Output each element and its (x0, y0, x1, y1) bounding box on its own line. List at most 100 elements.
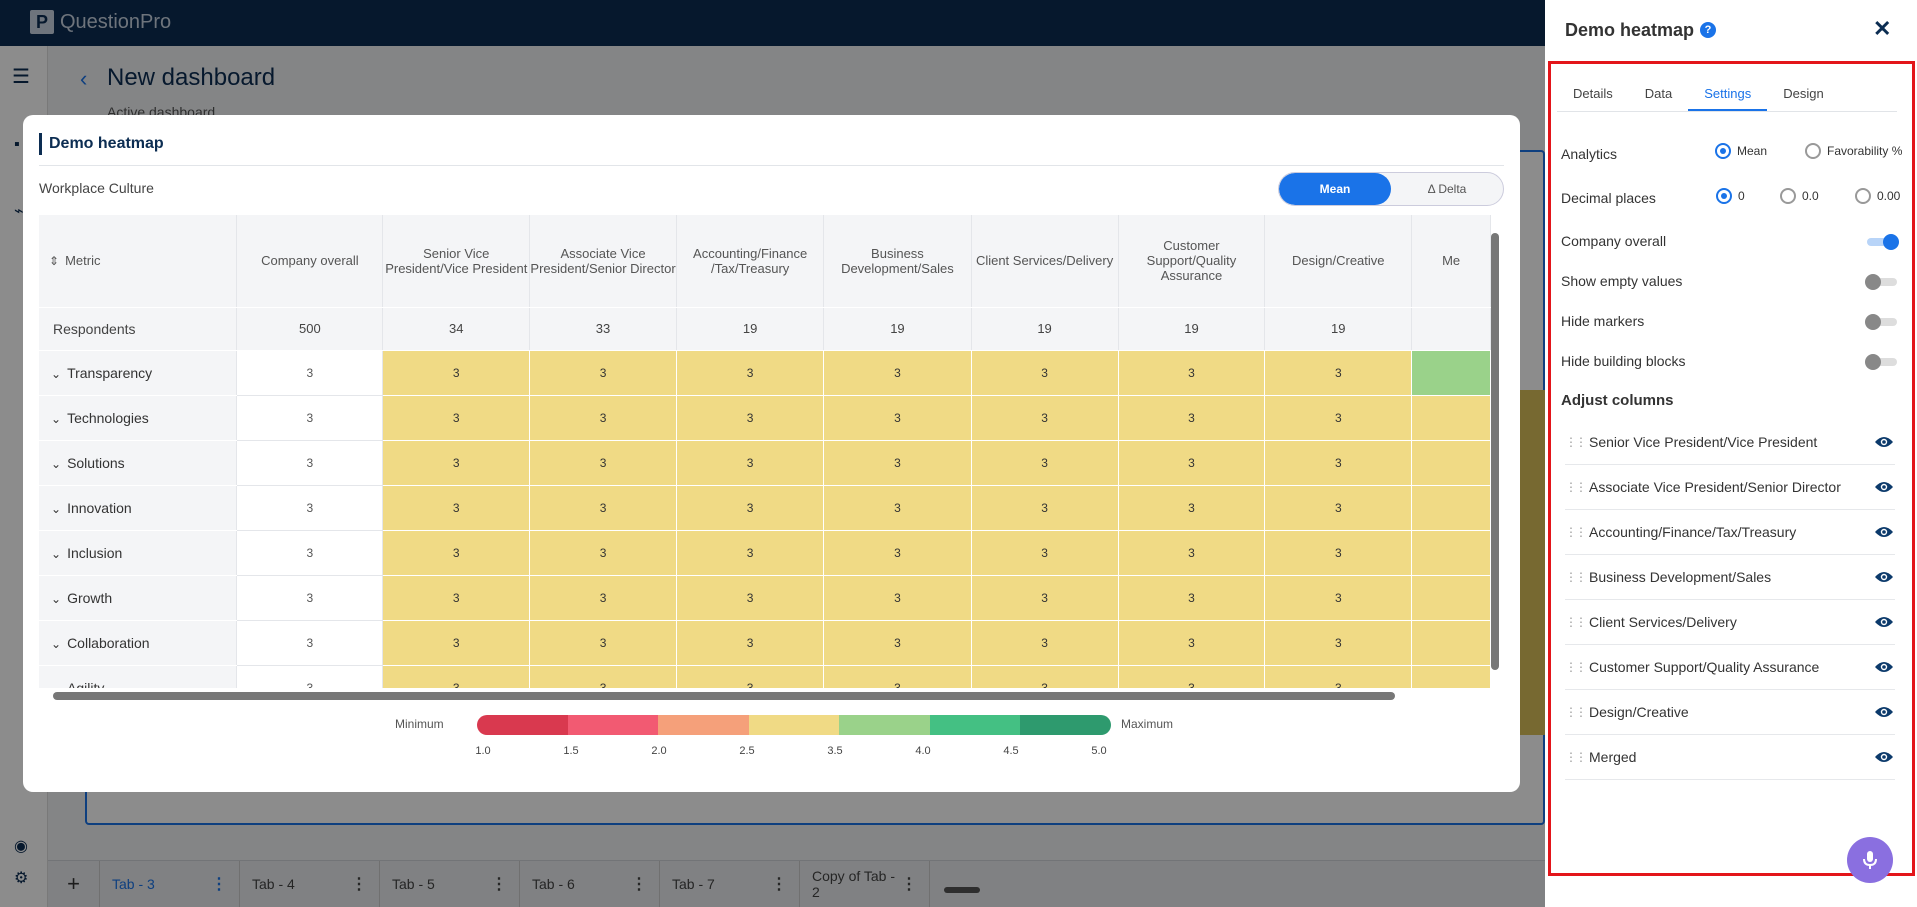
legend-swatch (567, 715, 659, 735)
heat-cell: 3 (676, 530, 825, 576)
more-icon[interactable]: ⋮ (351, 876, 367, 893)
more-icon[interactable]: ⋮ (771, 876, 787, 893)
show-empty-values-toggle[interactable] (1865, 274, 1897, 290)
sort-icon[interactable]: ⇕ (49, 254, 60, 269)
brand-logo[interactable]: P QuestionPro (30, 10, 171, 34)
eye-icon[interactable] (1873, 750, 1895, 764)
decimal-0-radio[interactable]: 0 (1716, 188, 1745, 204)
metric-row-label[interactable]: ⌄ Technologies (39, 395, 238, 441)
tab-item[interactable]: Tab - 6 ⋮ (520, 861, 660, 907)
toggle-knob (1865, 274, 1881, 290)
chevron-down-icon[interactable]: ⌄ (51, 411, 62, 426)
microphone-button[interactable] (1847, 837, 1893, 883)
column-list-item[interactable]: ⋮⋮ Senior Vice President/Vice President (1565, 420, 1895, 465)
metric-label: Innovation (67, 499, 132, 516)
add-tab-button[interactable]: + (48, 861, 100, 907)
metric-label: Agility (67, 679, 105, 689)
decimal-1-radio[interactable]: 0.0 (1780, 188, 1819, 204)
legend-max-label: Maximum (1121, 717, 1174, 731)
drag-handle-icon[interactable]: ⋮⋮ (1565, 705, 1587, 719)
metric-row-label[interactable]: ⌄ Solutions (39, 440, 238, 486)
chevron-down-icon[interactable]: ⌄ (51, 366, 62, 381)
metric-row-label[interactable]: ⌄ Inclusion (39, 530, 238, 576)
close-icon[interactable]: ✕ (1873, 16, 1892, 41)
metric-row-label[interactable]: ⌄ Transparency (39, 350, 238, 396)
chevron-down-icon[interactable]: ⌄ (51, 636, 62, 651)
eye-icon[interactable] (1873, 615, 1895, 629)
eye-icon[interactable] (1873, 705, 1895, 719)
metric-row-label[interactable]: ⌄ Collaboration (39, 620, 238, 666)
tab-item[interactable]: Tab - 5 ⋮ (380, 861, 520, 907)
tab-item[interactable]: Tab - 4 ⋮ (240, 861, 380, 907)
more-icon[interactable]: ⋮ (631, 876, 647, 893)
drag-handle-icon[interactable]: ⋮⋮ (1565, 480, 1587, 494)
gear-icon[interactable]: ⚙ (14, 870, 29, 887)
tab-item[interactable]: Tab - 3 ⋮ (100, 861, 240, 907)
menu-icon[interactable]: ☰ (12, 66, 30, 88)
drag-handle-icon[interactable]: ⋮⋮ (1565, 615, 1587, 629)
column-list-item[interactable]: ⋮⋮ Client Services/Delivery (1565, 600, 1895, 645)
chevron-down-icon[interactable]: ⌄ (51, 546, 62, 561)
heat-cell: 3 (823, 620, 972, 666)
chevron-down-icon[interactable]: ⌄ (51, 682, 61, 689)
column-list-item[interactable]: ⋮⋮ Customer Support/Quality Assurance (1565, 645, 1895, 690)
hide-building-blocks-toggle[interactable] (1865, 354, 1897, 370)
user-icon[interactable]: ◉ (14, 838, 28, 855)
eye-icon[interactable] (1873, 525, 1895, 539)
more-icon[interactable]: ⋮ (901, 876, 917, 893)
radio-selected-icon[interactable] (1716, 188, 1732, 204)
tab-design[interactable]: Design (1783, 86, 1824, 101)
metric-row-label[interactable]: ⌄ Growth (39, 575, 238, 621)
drag-handle-icon[interactable]: ⋮⋮ (1565, 660, 1587, 674)
chart-icon[interactable]: ⌁ (14, 203, 24, 220)
horizontal-scrollbar[interactable] (39, 690, 1499, 702)
column-list-item[interactable]: ⋮⋮ Accounting/Finance/Tax/Treasury (1565, 510, 1895, 555)
tab-scrollbar[interactable] (944, 887, 980, 893)
scroll-thumb[interactable] (53, 692, 1395, 700)
back-icon[interactable]: ‹ (80, 66, 88, 91)
help-icon[interactable]: ? (1700, 22, 1716, 38)
drag-handle-icon[interactable]: ⋮⋮ (1565, 570, 1587, 584)
drag-handle-icon[interactable]: ⋮⋮ (1565, 525, 1587, 539)
metric-row-label[interactable]: ⌄ Agility (39, 665, 238, 689)
column-list-item[interactable]: ⋮⋮ Merged (1565, 735, 1895, 780)
tab-item[interactable]: Copy of Tab - 2 ⋮ (800, 861, 930, 907)
hide-markers-toggle[interactable] (1865, 314, 1897, 330)
column-label: Associate Vice President/Senior Director (1589, 479, 1841, 495)
column-list-item[interactable]: ⋮⋮ Business Development/Sales (1565, 555, 1895, 600)
radio-icon[interactable] (1805, 143, 1821, 159)
delta-toggle-button[interactable]: Δ Delta (1427, 182, 1467, 196)
company-overall-toggle[interactable] (1867, 234, 1899, 250)
mean-toggle-button[interactable]: Mean (1279, 173, 1391, 205)
metric-row-label[interactable]: ⌄ Innovation (39, 485, 238, 531)
radio-icon[interactable] (1780, 188, 1796, 204)
scroll-thumb[interactable] (1491, 233, 1499, 670)
dashboard-icon[interactable]: ▪ (14, 136, 20, 153)
tab-item[interactable]: Tab - 7 ⋮ (660, 861, 800, 907)
chevron-down-icon[interactable]: ⌄ (51, 501, 62, 516)
toggle-knob (1865, 354, 1881, 370)
tab-settings[interactable]: Settings (1688, 78, 1768, 111)
radio-selected-icon[interactable] (1715, 143, 1731, 159)
tab-data[interactable]: Data (1644, 86, 1673, 101)
analytics-favorability-radio[interactable]: Favorability % (1805, 143, 1902, 159)
eye-icon[interactable] (1873, 435, 1895, 449)
column-list-item[interactable]: ⋮⋮ Associate Vice President/Senior Direct… (1565, 465, 1895, 510)
chevron-down-icon[interactable]: ⌄ (51, 591, 62, 606)
tab-details[interactable]: Details (1573, 86, 1613, 101)
eye-icon[interactable] (1873, 480, 1895, 494)
vertical-scrollbar[interactable] (1488, 215, 1500, 688)
analytics-mean-radio[interactable]: Mean (1715, 143, 1767, 159)
drag-handle-icon[interactable]: ⋮⋮ (1565, 435, 1587, 449)
chevron-down-icon[interactable]: ⌄ (51, 456, 62, 471)
more-icon[interactable]: ⋮ (491, 876, 507, 893)
decimal-2-radio[interactable]: 0.00 (1855, 188, 1900, 204)
drag-handle-icon[interactable]: ⋮⋮ (1565, 750, 1587, 764)
metric-header[interactable]: ⇕ Metric (39, 215, 238, 308)
column-list-item[interactable]: ⋮⋮ Design/Creative (1565, 690, 1895, 735)
eye-icon[interactable] (1873, 570, 1895, 584)
more-icon[interactable]: ⋮ (211, 876, 227, 893)
radio-icon[interactable] (1855, 188, 1871, 204)
eye-icon[interactable] (1873, 660, 1895, 674)
legend-tick-label: 1.0 (475, 745, 491, 757)
